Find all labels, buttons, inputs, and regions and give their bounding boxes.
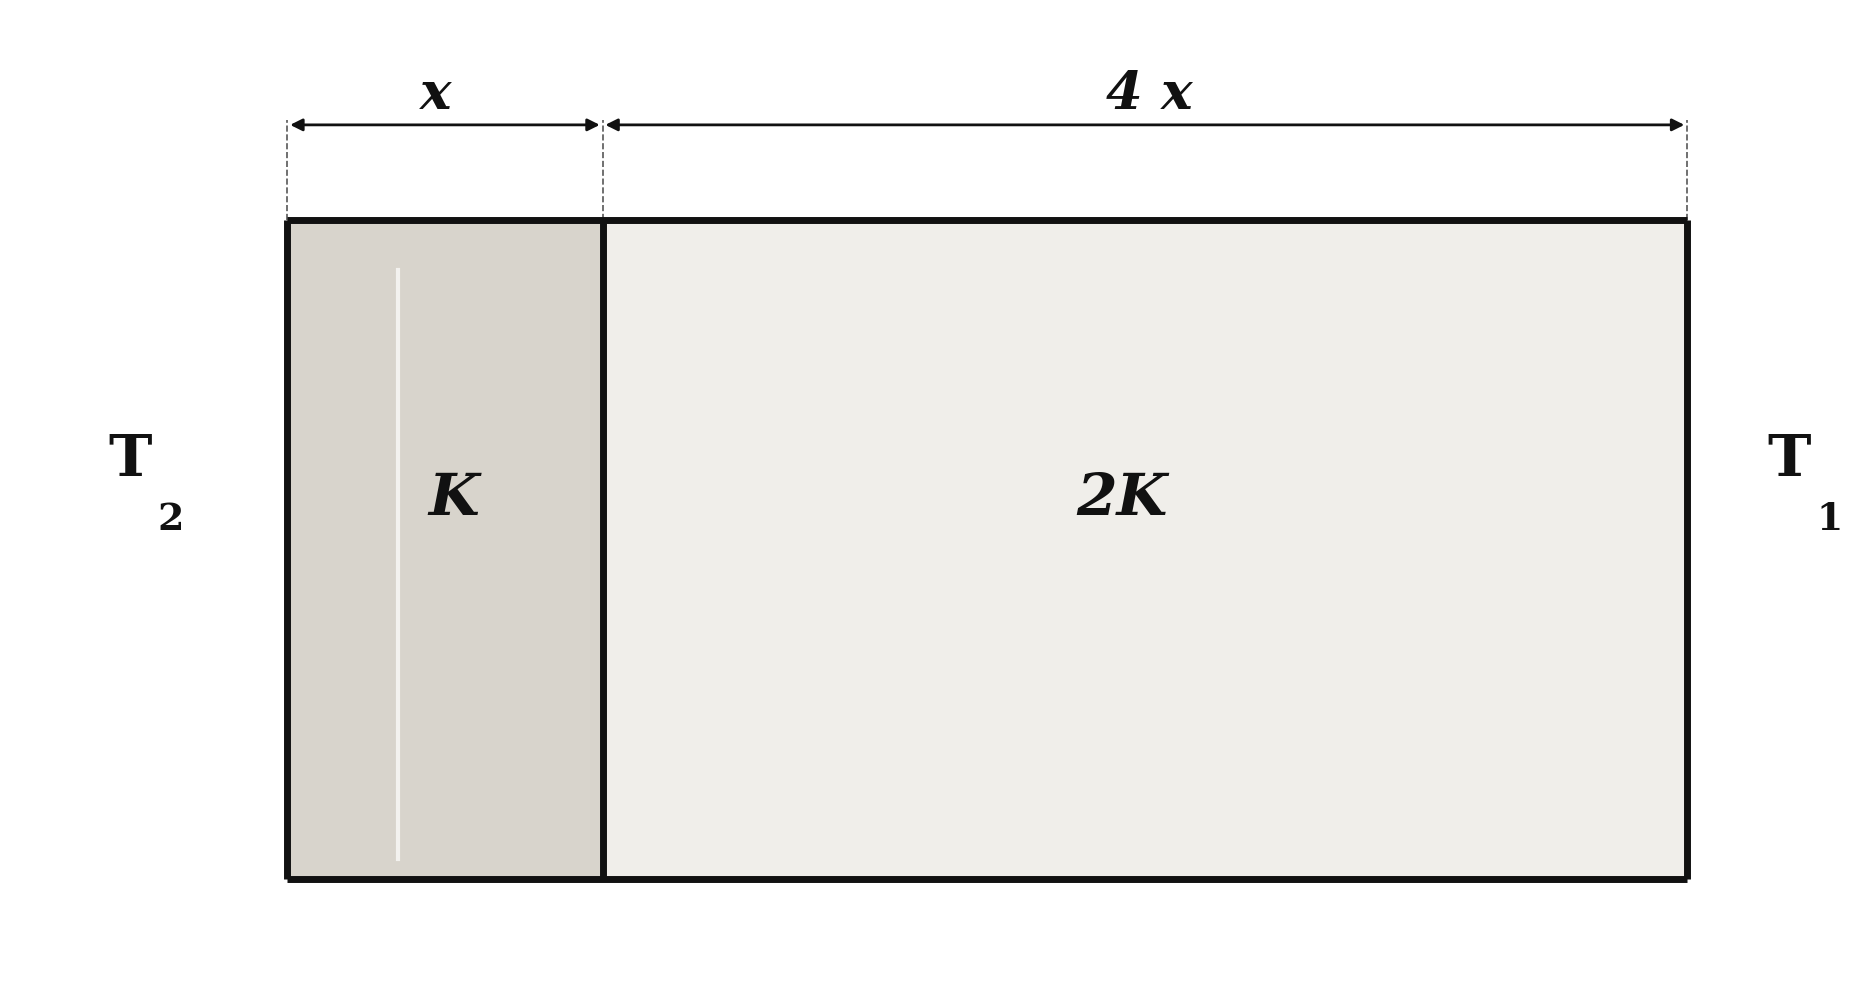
Text: K: K [428, 472, 480, 527]
Text: T: T [1767, 432, 1811, 488]
Text: x: x [421, 69, 451, 121]
Polygon shape [287, 220, 603, 879]
Text: 2: 2 [158, 500, 184, 538]
Text: T: T [108, 432, 152, 488]
Text: 2K: 2K [1075, 472, 1168, 527]
Polygon shape [603, 220, 1687, 879]
Text: 4 x: 4 x [1107, 69, 1192, 121]
Text: 1: 1 [1817, 500, 1843, 538]
